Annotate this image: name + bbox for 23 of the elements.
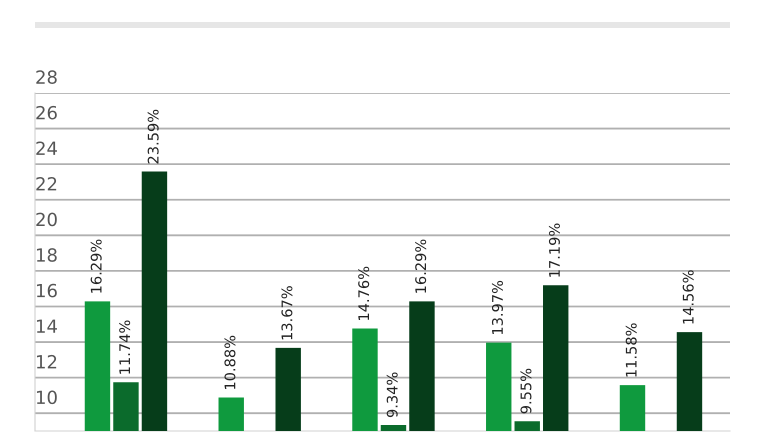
data-label: 14.76% — [358, 266, 370, 320]
y-tick-label: 20 — [36, 212, 57, 226]
data-label: 11.58% — [626, 323, 637, 377]
y-tick-label: 28 — [36, 70, 57, 84]
y-tick-label: 24 — [36, 141, 57, 155]
y-tick-label: 14 — [36, 320, 57, 333]
data-label: 13.97% — [492, 280, 503, 334]
data-label: 11.74% — [119, 320, 130, 374]
data-label: 16.29% — [90, 240, 102, 293]
y-tick-label: 22 — [36, 177, 56, 190]
y-tick-label: 16 — [36, 284, 57, 298]
data-label: 9.34% — [386, 372, 398, 418]
y-tick-label: 26 — [36, 106, 57, 120]
y-tick-label: 12 — [36, 354, 56, 368]
data-label: 17.19% — [548, 224, 560, 277]
data-label: 14.56% — [682, 270, 694, 324]
data-label: 10.88% — [224, 336, 236, 390]
data-label: 13.67% — [281, 286, 292, 340]
y-tick-label: 18 — [36, 248, 57, 262]
y-tick-label: 10 — [36, 390, 57, 404]
data-label: 9.55% — [520, 368, 532, 414]
data-label: 23.59% — [148, 110, 159, 164]
data-label: 16.29% — [415, 240, 426, 293]
